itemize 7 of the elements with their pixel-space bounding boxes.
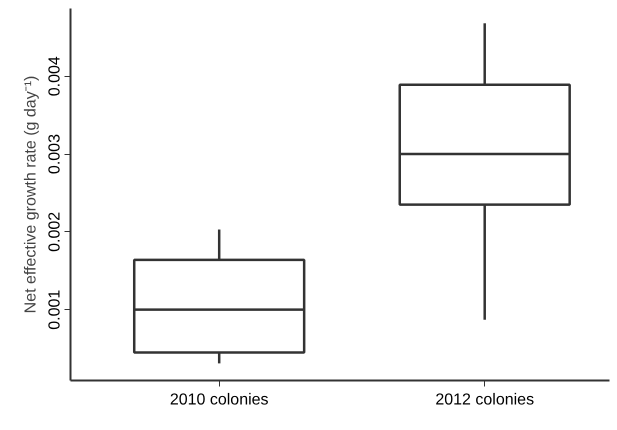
- y-tick-label: 0.002: [46, 212, 64, 252]
- x-tick-label: 2010 colonies: [170, 392, 269, 408]
- y-tick-label: 0.001: [46, 290, 64, 330]
- y-tick-label: 0.003: [46, 134, 64, 174]
- y-tick-label: 0.004: [46, 56, 64, 96]
- y-axis-title: Net effective growth rate (g day⁻¹): [22, 76, 40, 314]
- x-tick-label: 2012 colonies: [435, 392, 534, 408]
